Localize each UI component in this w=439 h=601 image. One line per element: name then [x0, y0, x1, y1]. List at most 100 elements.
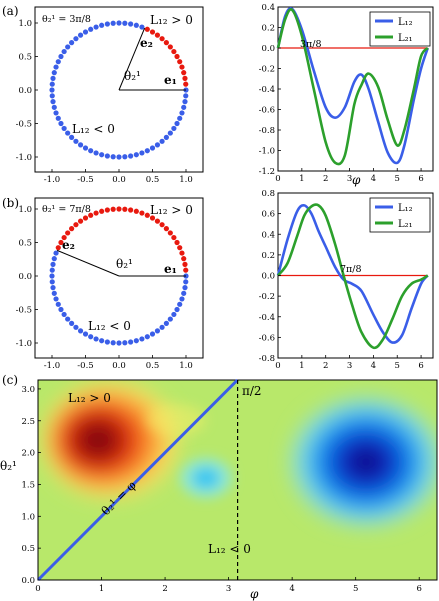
circle-point — [51, 70, 57, 76]
x-tick-label: 2 — [323, 361, 328, 371]
x-tick-label: 5 — [353, 584, 358, 594]
circle-point — [51, 256, 57, 262]
circle-point — [181, 104, 187, 110]
panel-label-a: (a) — [2, 4, 19, 18]
circle-point — [171, 311, 177, 318]
circle-point — [133, 22, 139, 28]
circle-point — [49, 81, 55, 87]
x-tick-label: 4 — [289, 584, 294, 594]
circle-point — [181, 290, 187, 296]
circle-b-angle-label: θ₂¹ — [116, 257, 133, 271]
circle-point — [177, 59, 183, 65]
circle-point — [116, 20, 122, 26]
circle-point — [174, 239, 180, 246]
circle-point — [51, 104, 57, 110]
circle-point — [110, 20, 116, 26]
circle-point — [73, 138, 79, 144]
circle-point — [55, 59, 61, 65]
circle-point — [65, 44, 71, 50]
circle-point — [104, 207, 110, 213]
x-tick-label: 1 — [299, 174, 304, 184]
circle-point — [69, 40, 75, 46]
circle-point — [154, 328, 161, 334]
line-chart-b: 0 1 2 3 4 5 6 0.8 0.6 0.4 0.2 0.0 -0.2 -0.4 -0.6 -0.8 7… — [259, 189, 434, 371]
circle-point — [55, 115, 61, 121]
x-tick-label: 6 — [418, 361, 423, 371]
line-chart-b-series — [276, 203, 429, 350]
circle-point — [177, 115, 183, 121]
circle-point — [77, 32, 84, 38]
line-chart-a-series — [276, 7, 429, 166]
y-tick-label: -0.2 — [259, 292, 275, 302]
x-tick-label: 2 — [162, 584, 167, 594]
legend-a-label-l21: L₂₁ — [398, 33, 413, 44]
circle-point — [61, 311, 67, 318]
circle-point — [159, 138, 165, 144]
circle-a-points — [49, 20, 189, 160]
circle-point — [149, 331, 156, 337]
circle-point — [49, 273, 55, 279]
circle-a-vectors — [118, 27, 186, 91]
y-tick-label: 0.0 — [261, 272, 275, 282]
circle-point — [149, 215, 156, 221]
x-tick-label: -1.0 — [44, 361, 60, 371]
circle-point — [133, 338, 139, 344]
circle-point — [88, 148, 94, 154]
x-tick-label: 0 — [35, 584, 40, 594]
circle-point — [88, 334, 94, 340]
y-tick-label: -0.5 — [16, 306, 32, 316]
circle-point — [177, 245, 183, 251]
circle-point — [139, 150, 145, 156]
legend-b-label-l12: L₁₂ — [398, 203, 413, 214]
circle-point — [50, 285, 56, 291]
circle-b-neg-label: L₁₂ < 0 — [88, 319, 131, 333]
y-tick-label: -0.4 — [259, 85, 275, 95]
circle-point — [177, 301, 183, 307]
circle-point — [58, 120, 64, 127]
y-tick-label: -0.2 — [259, 65, 275, 75]
line-chart-a-ticks: 0 1 2 3 4 5 6 0.4 0.2 0.0 -0.2 -0.4 -0.6 -0.8 -1.0 -1.2 — [259, 3, 424, 184]
x-tick-label: 1 — [99, 584, 104, 594]
circle-point — [179, 296, 185, 302]
circle-point — [183, 81, 189, 87]
x-tick-label: 4 — [371, 361, 376, 371]
circle-point — [69, 226, 75, 232]
circle-point — [139, 336, 145, 342]
x-tick-label: 0.0 — [112, 361, 126, 371]
circle-point — [128, 339, 134, 345]
circle-point — [73, 324, 79, 330]
circle-b-e2-label: e₂ — [62, 238, 75, 252]
circle-point — [167, 230, 173, 236]
circle-point — [65, 130, 71, 136]
circle-point — [167, 130, 173, 136]
y-tick-label: 0.0 — [261, 44, 275, 54]
circle-point — [50, 261, 56, 267]
circle-point — [50, 75, 56, 81]
y-tick-label: 2.0 — [21, 449, 35, 459]
circle-point — [179, 64, 185, 70]
circle-point — [99, 152, 105, 158]
circle-point — [53, 64, 59, 70]
circle-point — [58, 53, 64, 60]
circle-point — [122, 20, 128, 26]
x-tick-label: 0 — [275, 361, 280, 371]
y-tick-label: -1.0 — [16, 339, 32, 349]
circle-point — [110, 154, 116, 160]
legend-a-box — [369, 11, 431, 47]
circle-point — [110, 206, 116, 212]
circle-point — [53, 296, 59, 302]
circle-point — [182, 261, 188, 267]
circle-point — [65, 316, 71, 322]
line-chart-b-legend: L₁₂ L₂₁ — [369, 197, 431, 233]
x-tick-label: -1.0 — [44, 175, 60, 185]
circle-point — [88, 212, 94, 218]
circle-point — [58, 306, 64, 313]
circle-point — [73, 36, 79, 42]
circle-point — [149, 145, 156, 151]
y-tick-label: -0.4 — [259, 313, 275, 323]
y-tick-label: -0.5 — [16, 120, 32, 130]
circle-point — [116, 340, 122, 346]
circle-point — [167, 44, 173, 50]
circle-point — [163, 320, 169, 326]
